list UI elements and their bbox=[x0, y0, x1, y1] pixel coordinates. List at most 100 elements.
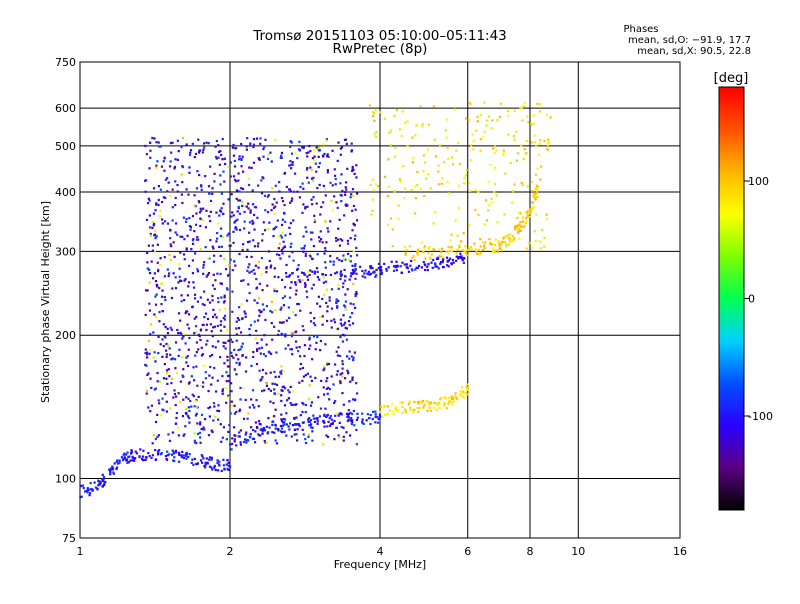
echo-point bbox=[464, 174, 467, 177]
echo-point bbox=[334, 272, 337, 275]
echo-point bbox=[241, 200, 244, 204]
echo-point bbox=[344, 300, 347, 303]
echo-point bbox=[474, 189, 477, 192]
echo-point bbox=[294, 314, 297, 317]
echo-point bbox=[117, 462, 120, 465]
echo-point bbox=[260, 346, 264, 349]
echo-point bbox=[540, 165, 543, 168]
echo-point bbox=[160, 302, 163, 306]
echo-point bbox=[181, 356, 184, 359]
echo-point bbox=[250, 255, 253, 259]
echo-point bbox=[301, 410, 304, 414]
echo-point bbox=[168, 165, 172, 168]
echo-point bbox=[185, 188, 188, 191]
echo-point bbox=[252, 437, 256, 440]
echo-point bbox=[341, 189, 344, 193]
echo-point bbox=[241, 204, 244, 208]
echo-point bbox=[167, 274, 170, 278]
echo-point bbox=[207, 434, 211, 437]
echo-point bbox=[273, 267, 276, 270]
echo-point bbox=[179, 380, 183, 383]
echo-point bbox=[280, 196, 284, 200]
echo-point bbox=[352, 303, 355, 306]
echo-point bbox=[329, 254, 332, 258]
echo-point bbox=[247, 177, 250, 181]
echo-point bbox=[368, 417, 371, 420]
echo-point bbox=[356, 192, 359, 195]
echo-point bbox=[221, 392, 224, 395]
echo-point bbox=[347, 320, 351, 323]
echo-point bbox=[301, 379, 304, 382]
echo-point bbox=[220, 282, 224, 285]
echo-point bbox=[377, 417, 380, 421]
echo-point bbox=[513, 238, 516, 241]
echo-point bbox=[207, 406, 210, 410]
echo-point bbox=[174, 403, 177, 407]
echo-point bbox=[290, 199, 293, 203]
echo-point bbox=[310, 198, 313, 201]
echo-point bbox=[488, 163, 492, 166]
echo-point bbox=[232, 143, 235, 147]
echo-point bbox=[428, 403, 431, 406]
echo-point bbox=[416, 251, 419, 254]
echo-point bbox=[345, 412, 349, 415]
echo-point bbox=[207, 389, 210, 393]
echo-point bbox=[163, 334, 166, 338]
echo-point bbox=[154, 280, 158, 283]
echo-point bbox=[410, 259, 413, 263]
echo-point bbox=[421, 399, 425, 403]
echo-point bbox=[275, 351, 278, 354]
echo-point bbox=[182, 456, 186, 460]
echo-point bbox=[200, 185, 203, 188]
echo-point bbox=[264, 209, 267, 212]
echo-point bbox=[375, 268, 378, 272]
echo-point bbox=[269, 266, 272, 269]
echo-point bbox=[269, 371, 272, 374]
echo-point bbox=[236, 210, 239, 213]
echo-point bbox=[394, 264, 397, 267]
echo-point bbox=[148, 214, 152, 217]
echo-point bbox=[316, 335, 319, 339]
echo-point bbox=[337, 299, 340, 303]
echo-point bbox=[260, 427, 263, 430]
echo-point bbox=[172, 459, 175, 462]
echo-point bbox=[534, 198, 537, 201]
echo-point bbox=[526, 209, 529, 213]
echo-point bbox=[280, 389, 283, 392]
echo-point bbox=[101, 484, 105, 488]
echo-point bbox=[234, 264, 237, 267]
echo-point bbox=[424, 268, 427, 272]
echo-point bbox=[329, 220, 332, 223]
echo-point bbox=[296, 439, 299, 442]
echo-point bbox=[309, 344, 312, 347]
echo-point bbox=[199, 459, 203, 462]
echo-point bbox=[173, 165, 177, 169]
echo-point bbox=[318, 236, 321, 239]
echo-point bbox=[193, 405, 196, 408]
echo-point bbox=[284, 333, 287, 336]
echo-point bbox=[288, 391, 291, 394]
echo-point bbox=[533, 134, 536, 137]
x-tick-labels: 1 2 4 6 8 10 16 bbox=[77, 545, 688, 558]
echo-point bbox=[201, 385, 205, 388]
echo-point bbox=[533, 230, 536, 233]
echo-point bbox=[274, 375, 277, 379]
echo-point bbox=[346, 204, 349, 207]
echo-point bbox=[159, 282, 163, 285]
echo-point bbox=[397, 204, 400, 207]
echo-point bbox=[419, 105, 422, 108]
echo-point bbox=[304, 252, 307, 255]
echo-point bbox=[187, 415, 190, 418]
echo-point bbox=[170, 358, 173, 361]
echo-point bbox=[322, 419, 325, 423]
echo-point bbox=[479, 237, 482, 241]
echo-point bbox=[267, 431, 270, 434]
echo-point bbox=[311, 203, 314, 206]
echo-point bbox=[154, 303, 158, 306]
echo-point bbox=[218, 460, 221, 463]
echo-point bbox=[251, 203, 255, 206]
echo-point bbox=[504, 236, 507, 239]
echo-point bbox=[264, 441, 267, 444]
echo-point bbox=[89, 482, 92, 485]
